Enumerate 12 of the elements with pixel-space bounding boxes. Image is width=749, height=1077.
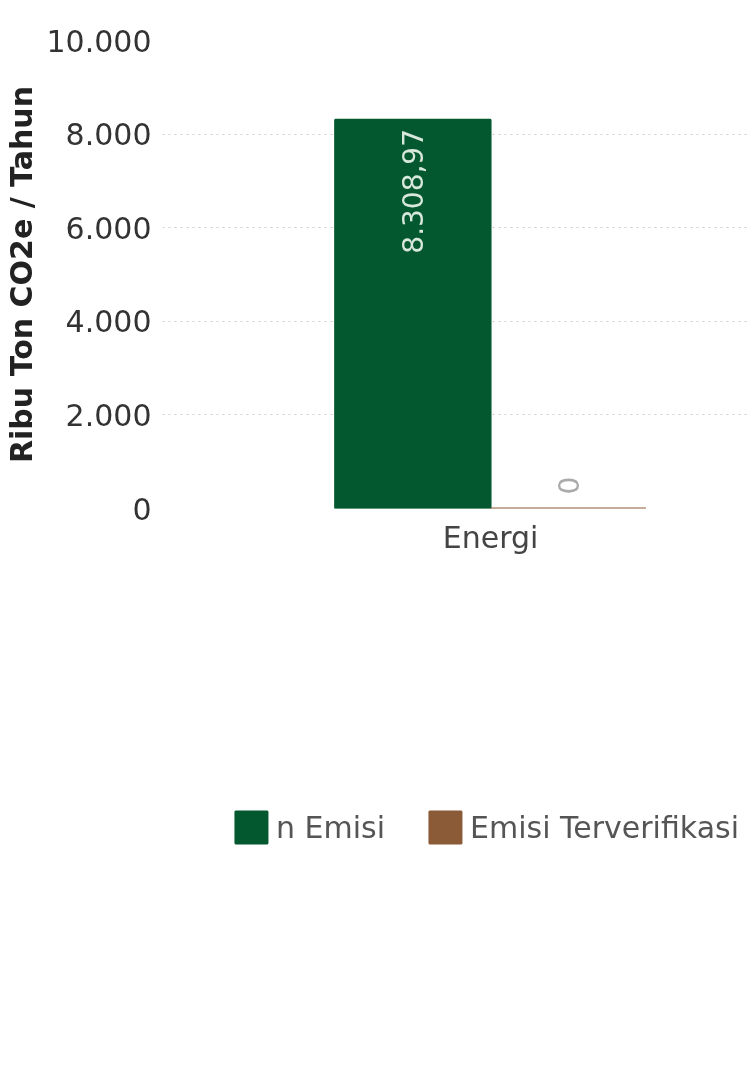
y-axis-title: Ribu Ton CO2e / Tahun <box>3 85 39 464</box>
y-tick-label: 2.000 <box>65 397 152 433</box>
data-label: 0 <box>552 476 586 495</box>
legend-label: n Emisi <box>275 809 385 845</box>
y-tick-label: 0 <box>132 491 152 527</box>
y-tick-label: 8.000 <box>65 117 152 153</box>
x-tick-label: Energi <box>442 519 539 555</box>
y-tick-label: 6.000 <box>65 210 152 246</box>
y-tick-label: 10.000 <box>46 23 152 59</box>
data-label: 8.308,97 <box>397 129 431 254</box>
y-tick-label: 4.000 <box>65 304 152 340</box>
legend-label: Emisi Terverifikasi <box>469 809 739 845</box>
